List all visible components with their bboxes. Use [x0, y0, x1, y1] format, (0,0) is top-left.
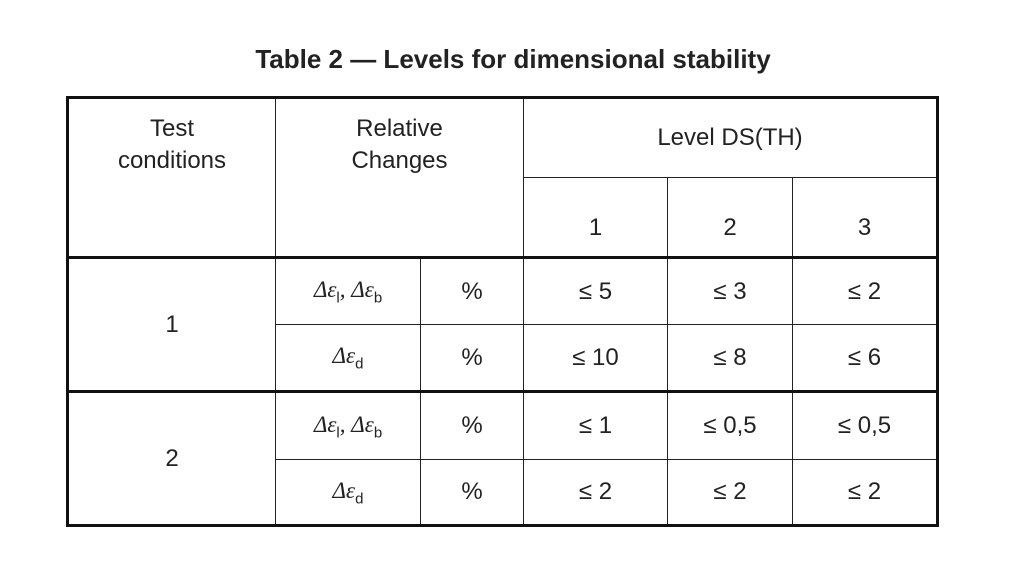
value-cell: ≤ 6	[792, 324, 938, 392]
value: ≤ 10	[572, 343, 619, 371]
condition: 1	[165, 310, 179, 338]
symbol-subscript: l	[336, 289, 340, 307]
header-text: Test conditions	[117, 115, 227, 174]
value: ≤ 2	[847, 277, 882, 305]
value: ≤ 8	[713, 343, 747, 371]
table-row: Δεd% ≤ 2 ≤ 2 ≤ 2	[68, 459, 938, 526]
symbol-cell: Δεd	[275, 459, 421, 526]
value: ≤ 2	[847, 478, 882, 505]
table-title: Table 2 — Levels for dimensional stabili…	[255, 44, 771, 74]
condition-cell: 1	[67, 256, 276, 392]
header-cell: Level DS(TH)	[523, 97, 938, 178]
condition-cell: 2	[67, 390, 276, 526]
symbol-base: Δε	[313, 411, 337, 437]
unit-cell: %	[420, 324, 524, 392]
level-number: 2	[723, 214, 737, 241]
symbol-subscript: l	[336, 424, 340, 442]
value-cell: ≤ 2	[523, 459, 668, 526]
value: ≤ 1	[578, 412, 613, 439]
header-text: Relative Changes	[351, 115, 448, 174]
header-cell: Test conditions	[67, 97, 276, 258]
value-cell: ≤ 8	[667, 324, 793, 392]
symbol: Δεl, Δεb	[313, 411, 382, 442]
value-cell: ≤ 2	[792, 459, 938, 526]
symbol-base: Δε	[332, 343, 356, 369]
level-cell: 2	[667, 177, 793, 258]
symbol-subscript: d	[355, 490, 364, 508]
header-text: Level DS(TH)	[657, 124, 803, 151]
symbol-separator: ,	[339, 411, 352, 437]
unit-cell: %	[420, 256, 524, 325]
symbol-cell: Δεl, Δεb	[275, 256, 421, 325]
symbol-separator: ,	[339, 277, 352, 303]
symbol: Δεl, Δεb	[313, 277, 382, 307]
value: ≤ 0,5	[837, 412, 892, 439]
header-cell: Relative Changes	[275, 97, 524, 258]
table-row: 1 Δεl, Δεb% ≤ 5 ≤ 3 ≤ 2	[67, 256, 938, 392]
level-number: 3	[857, 214, 872, 241]
condition: 2	[165, 444, 179, 472]
symbol-subscript: b	[373, 289, 383, 307]
value: ≤ 5	[578, 277, 613, 305]
symbol-base: Δε	[332, 477, 356, 503]
table: Test conditions Relative Changes Level D…	[66, 96, 939, 527]
value-cell: ≤ 1	[523, 390, 668, 460]
value-cell: ≤ 0,5	[792, 390, 938, 460]
unit: %	[461, 412, 483, 439]
unit: %	[461, 277, 483, 305]
unit: %	[461, 478, 483, 505]
value: ≤ 0,5	[703, 412, 757, 439]
symbol-subscript: b	[373, 424, 383, 442]
level-cell: 3	[792, 177, 938, 258]
symbol-base: Δε	[351, 277, 374, 303]
symbol-subscript: d	[355, 355, 364, 373]
value: ≤ 2	[713, 478, 747, 505]
table-row: 2 Δεl, Δεb% ≤ 1 ≤ 0,5 ≤ 0,5	[67, 390, 938, 526]
symbol-base: Δε	[351, 411, 374, 437]
symbol: Δεd	[332, 477, 364, 508]
table-row: Δεd% ≤ 10 ≤ 8 ≤ 6	[68, 324, 938, 392]
value: ≤ 2	[578, 478, 613, 505]
value-cell: ≤ 2	[667, 459, 793, 526]
level-number: 1	[588, 214, 603, 241]
value-cell: ≤ 2	[792, 256, 938, 325]
value-cell: ≤ 10	[523, 324, 668, 392]
unit-cell: %	[420, 390, 524, 460]
unit: %	[461, 343, 483, 371]
unit-cell: %	[420, 459, 524, 526]
value: ≤ 6	[847, 343, 882, 371]
symbol-cell: Δεd	[275, 324, 421, 392]
value-cell: ≤ 3	[667, 256, 793, 325]
symbol: Δεd	[332, 343, 364, 373]
symbol-base: Δε	[313, 277, 337, 303]
value: ≤ 3	[713, 277, 747, 305]
value-cell: ≤ 0,5	[667, 390, 793, 460]
value-cell: ≤ 5	[523, 256, 668, 325]
level-cell: 1	[523, 177, 668, 258]
symbol-cell: Δεl, Δεb	[275, 390, 421, 460]
